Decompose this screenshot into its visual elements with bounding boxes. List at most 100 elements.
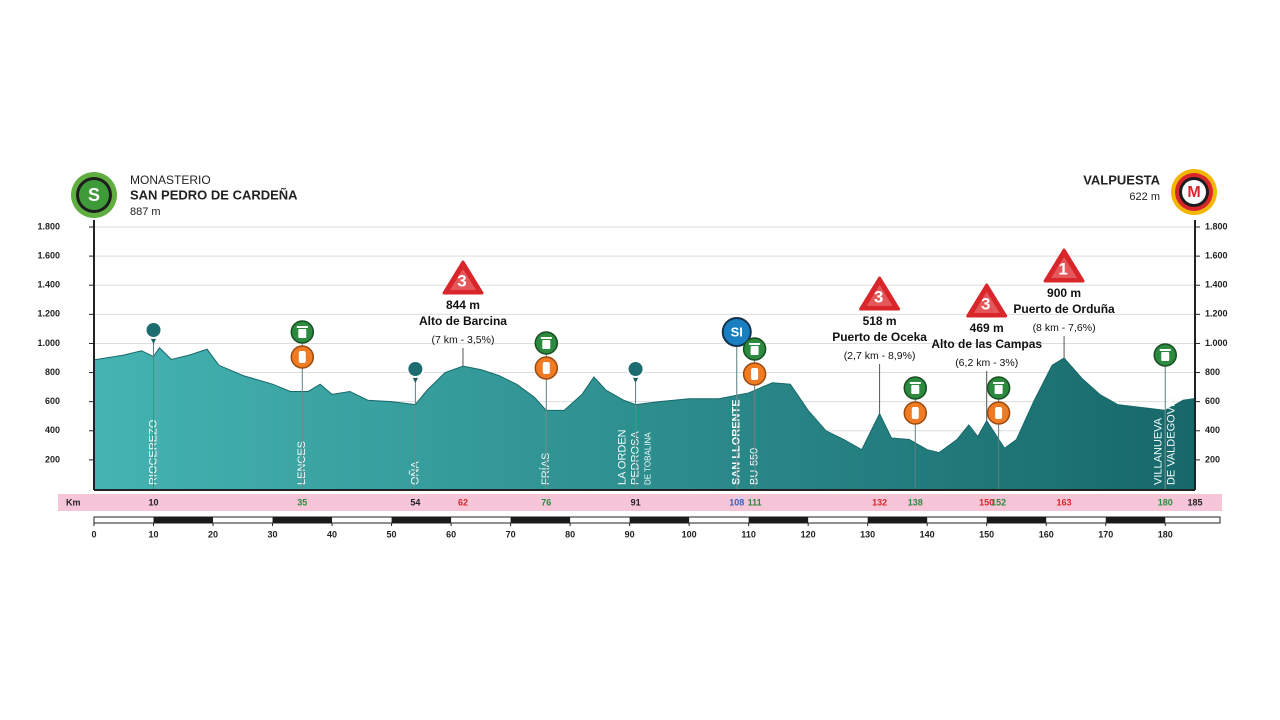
y-tick-label: 600 (45, 396, 60, 406)
y2-tick-label: 1.000 (1205, 338, 1228, 348)
trash-lid (296, 326, 308, 328)
climb-badge-inner (866, 285, 893, 306)
y2-tick-label: 400 (1205, 425, 1220, 435)
bottle-glyph (995, 407, 1003, 419)
climb-badge-inner (449, 269, 476, 290)
bottle-glyph (911, 407, 919, 419)
finish-badge-letter: M (1187, 184, 1200, 201)
scale-segment (510, 517, 571, 523)
trash-glyph (1161, 352, 1170, 361)
climb-altitude: 844 m (446, 298, 480, 312)
climb-category: 3 (457, 271, 466, 290)
x-tick-label: 70 (506, 529, 516, 539)
climb-badge-inner (1051, 257, 1078, 278)
km-band (58, 494, 1222, 511)
place-label: OÑA (408, 461, 421, 486)
place-label: LA ORDEN (616, 429, 628, 485)
x-tick-label: 100 (682, 529, 697, 539)
km-mark: 111 (748, 497, 762, 507)
y-tick-label: 200 (45, 454, 60, 464)
start-badge-core (79, 180, 109, 210)
km-mark: 150 (979, 497, 994, 507)
scale-segment (391, 517, 452, 523)
trash-glyph (542, 340, 551, 349)
trash-lid (993, 382, 1005, 384)
climb-altitude: 518 m (863, 314, 897, 328)
trash-glyph (994, 385, 1003, 394)
y-tick-label: 400 (45, 425, 60, 435)
climb-badge-inner (973, 292, 1000, 313)
climb-altitude: 469 m (970, 321, 1004, 335)
pin (144, 321, 163, 339)
km-mark: 10 (149, 497, 159, 507)
trash-lid (749, 343, 761, 345)
y2-tick-label: 800 (1205, 367, 1220, 377)
finish-badge-core (1182, 180, 1206, 204)
km-mark: 91 (631, 497, 641, 507)
km-mark: 163 (1057, 497, 1072, 507)
x-tick-label: 20 (208, 529, 218, 539)
climb-category: 3 (874, 287, 883, 306)
y2-tick-label: 200 (1205, 454, 1220, 464)
bottle-glyph (542, 362, 550, 374)
x-tick-label: 80 (565, 529, 575, 539)
finish-name: VALPUESTA (1083, 172, 1160, 187)
trash-glyph (298, 329, 307, 338)
x-tick-label: 110 (741, 529, 756, 539)
km-mark: 62 (458, 497, 468, 507)
start-badge-letter: S (88, 185, 100, 205)
scale-segment (1105, 517, 1166, 523)
place-label: FRÍAS (539, 453, 552, 485)
climb-detail: (8 km - 7,6%) (1033, 322, 1096, 334)
y-tick-label: 1.400 (37, 280, 60, 290)
km-mark: 180 (1158, 497, 1173, 507)
climb-detail: (6,2 km - 3%) (955, 357, 1018, 369)
sprint-label: SI (731, 324, 743, 339)
x-tick-label: 160 (1039, 529, 1054, 539)
place-label: VILLANUEVA (1153, 417, 1165, 485)
sprint-badge (721, 317, 752, 347)
y-tick-label: 1.800 (37, 221, 60, 231)
finish-altitude: 622 m (1129, 191, 1160, 203)
place-label: DE VALDEGOVIA (1166, 396, 1178, 485)
x-tick-label: 130 (860, 529, 875, 539)
y2-tick-label: 1.200 (1205, 309, 1228, 319)
x-tick-label: 150 (979, 529, 994, 539)
scale-segment (867, 517, 928, 523)
x-tick-label: 140 (920, 529, 935, 539)
km-unit: Km (66, 497, 81, 507)
pin (406, 360, 425, 378)
bottle-glyph (751, 368, 759, 380)
scale-segment (986, 517, 1047, 523)
y2-tick-label: 1.400 (1205, 280, 1228, 290)
x-tick-label: 50 (387, 529, 397, 539)
x-tick-label: 40 (327, 529, 337, 539)
y2-tick-label: 600 (1205, 396, 1220, 406)
climb-category: 1 (1058, 259, 1067, 278)
y2-tick-label: 1.600 (1205, 250, 1228, 260)
y-tick-label: 1.200 (37, 309, 60, 319)
climb-name: Alto de Barcina (419, 314, 507, 328)
trash-lid (1159, 349, 1171, 351)
y2-tick-label: 1.800 (1205, 221, 1228, 231)
trash-glyph (750, 346, 759, 355)
climb-category: 3 (981, 294, 990, 313)
climb-altitude: 900 m (1047, 286, 1081, 300)
km-mark: 152 (991, 497, 1006, 507)
start-line: MONASTERIO (130, 173, 211, 187)
km-mark: 185 (1187, 497, 1202, 507)
trash-glyph (911, 385, 920, 394)
trash-lid (909, 382, 921, 384)
x-tick-label: 30 (268, 529, 278, 539)
start-line: SAN PEDRO DE CARDEÑA (130, 187, 298, 202)
y-tick-label: 800 (45, 367, 60, 377)
x-tick-label: 60 (446, 529, 456, 539)
climb-detail: (2,7 km - 8,9%) (844, 350, 916, 362)
y-tick-label: 1.600 (37, 250, 60, 260)
x-tick-label: 170 (1098, 529, 1113, 539)
profile-fill (94, 347, 1195, 489)
place-label: DE TOBALINA (644, 432, 653, 485)
km-mark: 76 (541, 497, 551, 507)
